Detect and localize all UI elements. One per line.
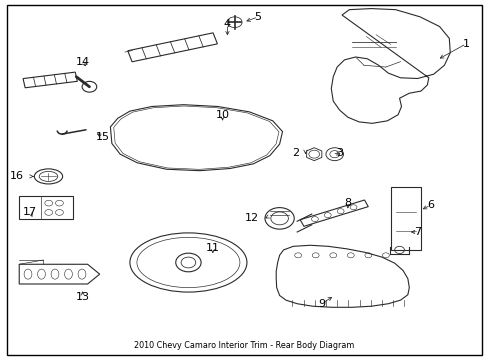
Text: 7: 7 [413, 227, 420, 237]
Text: 3: 3 [335, 148, 343, 158]
Text: 16: 16 [10, 171, 24, 181]
Text: 15: 15 [96, 132, 110, 142]
Text: 17: 17 [23, 207, 37, 217]
Text: 12: 12 [244, 213, 259, 222]
Text: 1: 1 [462, 39, 469, 49]
Text: 9: 9 [317, 299, 325, 309]
Text: 14: 14 [76, 57, 89, 67]
Text: 5: 5 [254, 12, 261, 22]
Text: 2: 2 [291, 148, 299, 158]
Text: 6: 6 [427, 200, 433, 210]
Text: 4: 4 [224, 19, 230, 29]
Bar [390, 187, 420, 250]
Bar [19, 196, 73, 220]
Text: 2010 Chevy Camaro Interior Trim - Rear Body Diagram: 2010 Chevy Camaro Interior Trim - Rear B… [134, 341, 354, 350]
Text: 8: 8 [344, 198, 351, 208]
Text: 13: 13 [76, 292, 89, 302]
Text: 10: 10 [215, 111, 229, 121]
Text: 11: 11 [205, 243, 219, 253]
